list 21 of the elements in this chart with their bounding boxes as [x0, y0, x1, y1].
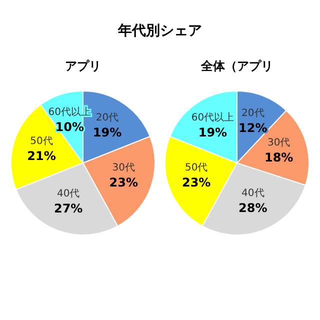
- slice-label: 30代: [112, 162, 136, 174]
- data-label: 18%: [264, 150, 294, 164]
- slice-label: 50代: [184, 162, 208, 174]
- slice-label: 30代: [267, 137, 290, 148]
- data-label: 23%: [182, 176, 211, 190]
- chart-subtitle: アプリ: [65, 58, 101, 75]
- slice-label: 20代: [96, 112, 119, 124]
- data-label: 12%: [238, 120, 268, 135]
- slice-label: 50代: [30, 136, 53, 147]
- slice-label: 60代以上: [191, 111, 234, 124]
- data-label: 21%: [27, 148, 56, 163]
- data-label: 27%: [54, 202, 83, 216]
- slice-label: 20代: [242, 108, 264, 119]
- data-label: 23%: [109, 176, 138, 190]
- chart-title: 年代別シェア: [116, 22, 203, 41]
- slice-label: 40代: [242, 188, 264, 200]
- data-label: 28%: [238, 201, 268, 216]
- slice-label: 40代: [57, 188, 80, 200]
- chart-subtitle: 全体（アプリ: [201, 58, 273, 75]
- data-label: 19%: [92, 125, 122, 140]
- data-label: 19%: [198, 125, 228, 140]
